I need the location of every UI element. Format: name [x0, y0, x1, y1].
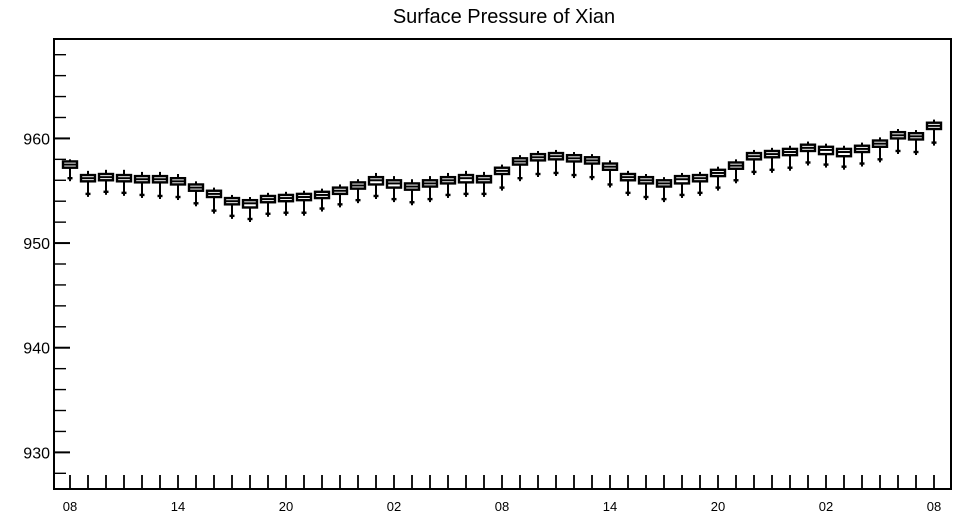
x-tick-label: 14	[603, 499, 617, 514]
box-item	[151, 171, 169, 199]
box-item	[223, 194, 241, 219]
box-item	[835, 145, 853, 170]
x-tick-label: 20	[711, 499, 725, 514]
box-item	[655, 177, 673, 203]
y-tick-label: 950	[23, 236, 50, 253]
chart-title: Surface Pressure of Xian	[393, 6, 615, 28]
x-tick-label: 08	[495, 499, 509, 514]
box-item	[277, 191, 295, 216]
box-item	[349, 179, 367, 204]
box-item	[601, 160, 619, 188]
box-item	[205, 187, 223, 214]
box-item	[61, 159, 79, 182]
box-item	[907, 130, 925, 156]
box-item	[709, 166, 727, 191]
box-item	[763, 147, 781, 173]
box-item	[367, 172, 385, 199]
box-item	[673, 172, 691, 198]
plot-frame	[53, 38, 952, 490]
box-item	[871, 137, 889, 163]
box-item	[187, 181, 205, 207]
box-item	[493, 164, 511, 191]
box-item	[295, 190, 313, 216]
y-tick-label: 940	[23, 341, 50, 358]
y-tick-label: 930	[23, 445, 50, 462]
box-item	[925, 119, 943, 146]
y-axis: 930 940 950 960	[23, 53, 70, 475]
x-tick-label: 08	[927, 499, 941, 514]
x-tick-label: 02	[387, 499, 401, 514]
box-item	[457, 170, 475, 197]
box-item	[241, 197, 259, 222]
box-item	[97, 169, 115, 195]
box-item	[79, 170, 97, 197]
box-item	[529, 150, 547, 177]
box-item	[619, 170, 637, 196]
box-item	[583, 154, 601, 181]
x-tick-label: 14	[171, 499, 185, 514]
box-item	[799, 141, 817, 166]
box-item	[439, 172, 457, 198]
box-item	[169, 174, 187, 201]
x-tick-label: 02	[819, 499, 833, 514]
box-item	[781, 145, 799, 171]
box-item	[637, 174, 655, 201]
box-item	[259, 192, 277, 217]
box-item	[817, 143, 835, 168]
x-axis: 08 14 20 02 08 14 20 02 08	[63, 475, 941, 514]
box-item	[133, 171, 151, 198]
box-item	[853, 142, 871, 167]
box-item	[547, 149, 565, 176]
box-item	[745, 149, 763, 175]
box-item	[403, 179, 421, 206]
box-item	[475, 171, 493, 197]
box-item	[727, 159, 745, 184]
x-tick-label: 08	[63, 499, 77, 514]
box-item	[385, 176, 403, 203]
box-item	[313, 188, 331, 212]
x-tick-label: 20	[279, 499, 293, 514]
box-item	[421, 176, 439, 203]
box-item	[115, 169, 133, 196]
box-item	[565, 152, 583, 179]
box-series	[61, 119, 943, 222]
box-item	[511, 155, 529, 182]
y-tick-label: 960	[23, 131, 50, 148]
box-item	[331, 184, 349, 208]
box-item	[889, 129, 907, 154]
box-item	[691, 171, 709, 196]
